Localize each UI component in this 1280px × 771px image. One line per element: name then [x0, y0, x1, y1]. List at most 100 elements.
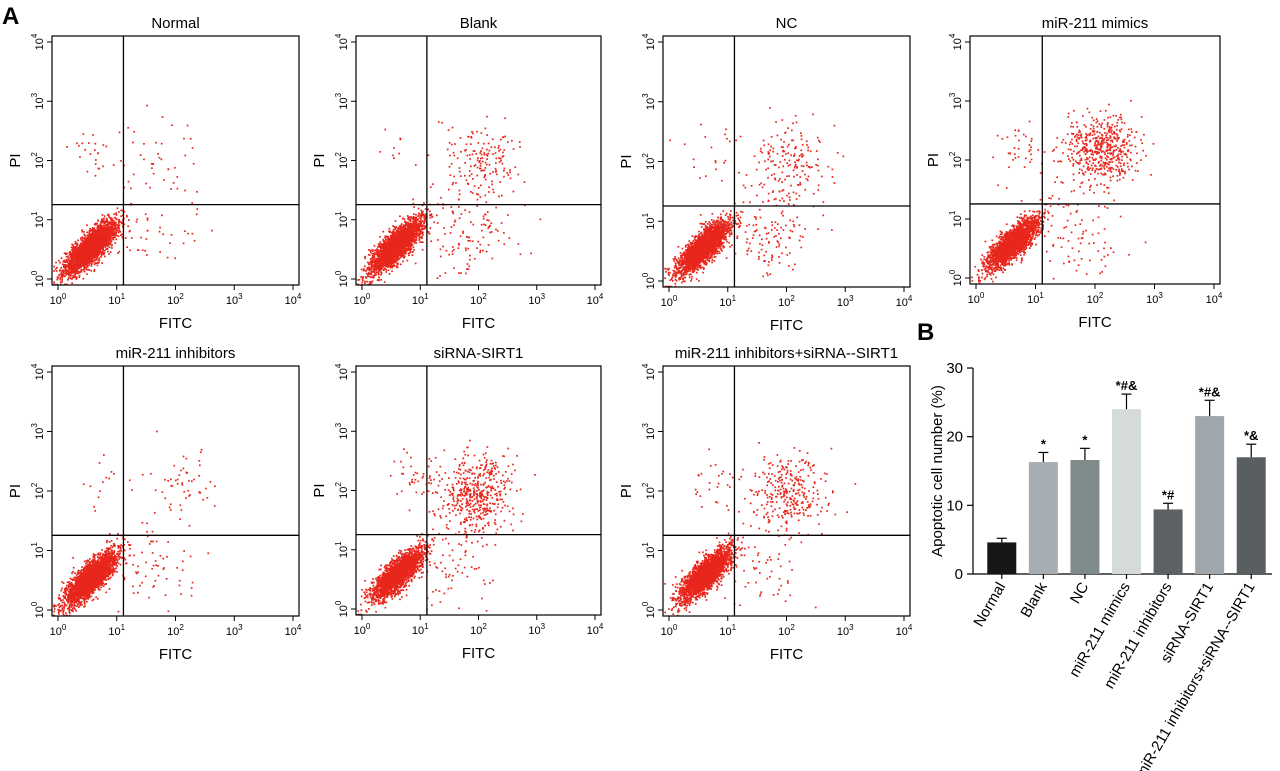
- data-point: [376, 270, 378, 272]
- data-point: [407, 260, 409, 262]
- data-point: [410, 219, 412, 221]
- data-point: [412, 237, 414, 239]
- data-point: [405, 223, 407, 225]
- data-point: [108, 226, 110, 228]
- data-point: [101, 239, 103, 241]
- data-point: [381, 272, 383, 274]
- data-point: [78, 276, 80, 278]
- data-point: [108, 253, 110, 255]
- data-point: [76, 248, 78, 250]
- data-point: [96, 237, 98, 239]
- data-point: [62, 261, 64, 263]
- data-point: [400, 254, 402, 256]
- data-point: [88, 235, 90, 237]
- data-point: [364, 265, 366, 267]
- data-point: [81, 261, 83, 263]
- data-point: [81, 229, 83, 231]
- data-point: [408, 241, 410, 243]
- data-point: [97, 220, 99, 222]
- data-point: [429, 233, 431, 235]
- data-point: [364, 281, 366, 283]
- data-point: [106, 146, 108, 148]
- data-point: [405, 239, 407, 241]
- data-point: [184, 190, 186, 192]
- data-point: [380, 256, 382, 258]
- data-point: [61, 272, 63, 274]
- data-point: [61, 279, 63, 281]
- data-point: [71, 258, 73, 260]
- data-point: [190, 138, 192, 140]
- data-point: [94, 257, 96, 259]
- scatter-points: [53, 105, 213, 286]
- data-point: [126, 246, 128, 248]
- data-point: [431, 213, 433, 215]
- data-point: [104, 229, 106, 231]
- data-point: [372, 249, 374, 251]
- data-point: [374, 267, 376, 269]
- data-point: [403, 257, 405, 259]
- data-point: [196, 191, 198, 193]
- data-point: [91, 238, 93, 240]
- data-point: [127, 225, 129, 227]
- data-point: [116, 219, 118, 221]
- data-point: [91, 265, 93, 267]
- data-point: [60, 279, 62, 281]
- data-point: [169, 242, 171, 244]
- data-point: [414, 239, 416, 241]
- data-point: [61, 273, 63, 275]
- data-point: [114, 224, 116, 226]
- data-point: [103, 144, 105, 146]
- data-point: [397, 228, 399, 230]
- data-point: [405, 230, 407, 232]
- data-point: [162, 116, 164, 118]
- data-point: [357, 279, 359, 281]
- data-point: [65, 264, 67, 266]
- data-point: [63, 272, 65, 274]
- data-point: [74, 254, 76, 256]
- data-point: [102, 241, 104, 243]
- data-point: [400, 264, 402, 266]
- data-point: [390, 248, 392, 250]
- data-point: [422, 234, 424, 236]
- data-point: [83, 278, 85, 280]
- y-tick-label: 101: [30, 211, 46, 228]
- data-point: [93, 252, 95, 254]
- data-point: [138, 249, 140, 251]
- data-point: [87, 241, 89, 243]
- data-point: [73, 270, 75, 272]
- data-point: [62, 273, 64, 275]
- data-point: [362, 280, 364, 282]
- data-point: [64, 261, 66, 263]
- data-point: [61, 257, 63, 259]
- data-point: [99, 244, 101, 246]
- data-point: [105, 222, 107, 224]
- data-point: [71, 275, 73, 277]
- data-point: [82, 231, 84, 233]
- data-point: [92, 256, 94, 258]
- data-point: [67, 260, 69, 262]
- data-point: [88, 232, 90, 234]
- data-point: [84, 271, 86, 273]
- data-point: [100, 251, 102, 253]
- data-point: [380, 265, 382, 267]
- data-point: [121, 223, 123, 225]
- data-point: [167, 168, 169, 170]
- data-point: [89, 228, 91, 230]
- data-point: [362, 278, 364, 280]
- data-point: [57, 276, 59, 278]
- data-point: [116, 229, 118, 231]
- data-point: [119, 225, 121, 227]
- data-point: [73, 277, 75, 279]
- data-point: [397, 267, 399, 269]
- flow-plot: 100 101 102 103 104100101102103104NormalFITC…: [7, 15, 302, 332]
- data-point: [79, 261, 81, 263]
- data-point: [94, 269, 96, 271]
- data-point: [365, 276, 367, 278]
- data-point: [58, 275, 60, 277]
- data-point: [71, 247, 73, 249]
- data-point: [415, 214, 417, 216]
- data-point: [364, 256, 366, 258]
- data-point: [161, 159, 163, 161]
- data-point: [128, 219, 130, 221]
- data-point: [390, 259, 392, 261]
